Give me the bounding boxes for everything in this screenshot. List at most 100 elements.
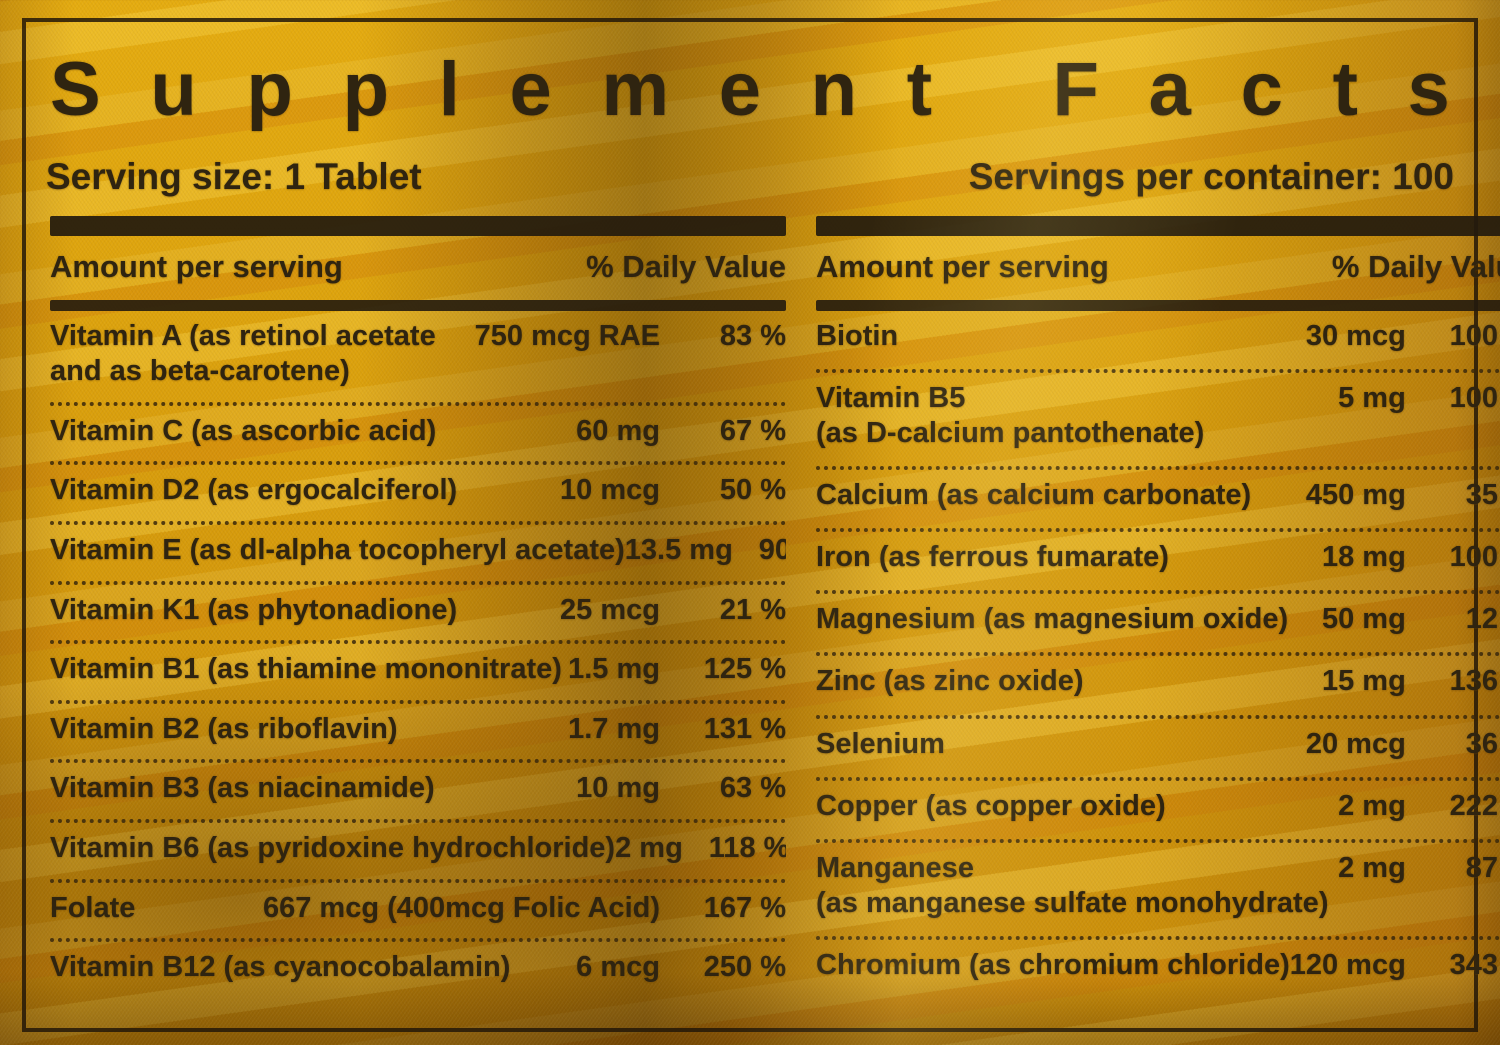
table-row: Magnesium (as magnesium oxide) 50 mg 12 … bbox=[816, 594, 1500, 657]
nutrient-amount: 2 mg bbox=[1338, 851, 1406, 884]
facts-column-right: Amount per serving % Daily Value Biotin … bbox=[800, 216, 1500, 998]
nutrient-daily-value: 35 % bbox=[1465, 479, 1500, 512]
nutrient-rows-left: Vitamin A (as retinol acetate and as bet… bbox=[50, 311, 786, 998]
nutrient-name: Vitamin B5 (as D-calcium pantothenate) bbox=[816, 382, 1205, 450]
nutrient-name: Vitamin B1 (as thiamine mononitrate) bbox=[50, 653, 562, 686]
table-row: Vitamin A (as retinol acetate and as bet… bbox=[50, 311, 786, 406]
nutrient-daily-value: 131 % bbox=[703, 712, 786, 745]
nutrient-daily-value: 136 % bbox=[1449, 665, 1500, 698]
nutrient-amount: 60 mg bbox=[576, 414, 660, 447]
nutrient-name: Selenium bbox=[816, 727, 945, 760]
table-row: Vitamin B3 (as niacinamide) 10 mg 63 % bbox=[50, 763, 786, 824]
nutrient-daily-value: 63 % bbox=[719, 772, 786, 805]
table-row: Biotin 30 mcg 100 % bbox=[816, 311, 1500, 374]
nutrient-daily-value: 67 % bbox=[719, 414, 786, 447]
table-row: Zinc (as zinc oxide) 15 mg 136 % bbox=[816, 656, 1500, 719]
nutrient-daily-value: 118 % bbox=[708, 832, 786, 865]
nutrient-daily-value: 90 % bbox=[758, 533, 786, 566]
serving-info-row: Serving size: 1 Tablet Servings per cont… bbox=[46, 156, 1454, 198]
column-header-right: Amount per serving % Daily Value bbox=[816, 236, 1500, 300]
nutrient-amount: 120 mcg bbox=[1289, 948, 1406, 981]
nutrient-daily-value: 167 % bbox=[703, 891, 786, 924]
nutrient-amount: 2 mg bbox=[615, 832, 683, 865]
nutrient-amount: 1.7 mg bbox=[568, 712, 660, 745]
nutrient-daily-value: 100 % bbox=[1449, 320, 1500, 352]
nutrient-amount: 5 mg bbox=[1338, 382, 1406, 415]
nutrient-name: Magnesium (as magnesium oxide) bbox=[816, 603, 1289, 636]
nutrient-amount: 2 mg bbox=[1338, 789, 1406, 822]
top-bar-right bbox=[816, 216, 1500, 236]
nutrient-daily-value: 343 % bbox=[1449, 948, 1500, 981]
nutrient-amount: 1.5 mg bbox=[568, 653, 660, 686]
nutrient-name: Folate bbox=[50, 891, 136, 924]
nutrient-daily-value: 250 % bbox=[703, 951, 786, 984]
nutrient-name: Biotin bbox=[816, 320, 899, 352]
nutrient-amount: 50 mg bbox=[1321, 603, 1406, 636]
table-row: Vitamin B12 (as cyanocobalamin) 6 mcg 25… bbox=[50, 942, 786, 998]
mid-bar-left bbox=[50, 300, 786, 311]
nutrient-daily-value: 83 % bbox=[719, 320, 786, 352]
top-bar-left bbox=[50, 216, 786, 236]
nutrient-amount: 10 mcg bbox=[560, 474, 660, 507]
daily-value-header: % Daily Value bbox=[586, 249, 786, 284]
nutrient-daily-value: 12 % bbox=[1465, 603, 1500, 636]
nutrient-name: Iron (as ferrous fumarate) bbox=[816, 541, 1169, 574]
nutrient-rows-right: Biotin 30 mcg 100 % Vitamin B5 (as D-cal… bbox=[816, 311, 1500, 998]
nutrient-daily-value: 21 % bbox=[719, 593, 786, 626]
table-row: Vitamin E (as dl-alpha tocopheryl acetat… bbox=[50, 525, 786, 585]
nutrient-daily-value: 36 % bbox=[1465, 727, 1500, 760]
table-row: Vitamin B1 (as thiamine mononitrate) 1.5… bbox=[50, 644, 786, 704]
nutrient-name: Vitamin E (as dl-alpha tocopheryl acetat… bbox=[50, 533, 625, 566]
servings-per-container: Servings per container: 100 bbox=[968, 156, 1454, 197]
table-row: Selenium 20 mcg 36 % bbox=[816, 719, 1500, 781]
nutrient-name: Zinc (as zinc oxide) bbox=[816, 665, 1084, 698]
nutrient-name: Copper (as copper oxide) bbox=[816, 789, 1166, 822]
nutrient-amount: 15 mg bbox=[1321, 665, 1406, 698]
nutrient-amount: 6 mcg bbox=[576, 951, 660, 984]
table-row: Calcium (as calcium carbonate) 450 mg 35… bbox=[816, 470, 1500, 533]
nutrient-name: Vitamin B2 (as riboflavin) bbox=[50, 712, 398, 745]
nutrient-daily-value: 87 % bbox=[1465, 851, 1500, 884]
nutrient-amount: 10 mg bbox=[576, 772, 660, 805]
nutrient-amount: 667 mcg (400mcg Folic Acid) bbox=[262, 891, 660, 924]
nutrient-name: Manganese (as manganese sulfate monohydr… bbox=[816, 851, 1329, 919]
nutrient-name: Vitamin B3 (as niacinamide) bbox=[50, 772, 435, 805]
nutrient-daily-value: 100 % bbox=[1449, 382, 1500, 415]
nutrient-name: Calcium (as calcium carbonate) bbox=[816, 479, 1252, 512]
nutrient-name: Vitamin B12 (as cyanocobalamin) bbox=[50, 951, 511, 984]
table-row: Folate 667 mcg (400mcg Folic Acid) 167 % bbox=[50, 883, 786, 943]
nutrient-amount: 25 mcg bbox=[560, 593, 660, 626]
nutrient-name: Chromium (as chromium chloride) bbox=[816, 948, 1290, 981]
supplement-facts-table: Amount per serving % Daily Value Vitamin… bbox=[44, 216, 1500, 998]
nutrient-daily-value: 222 % bbox=[1449, 789, 1500, 822]
nutrient-amount: 13.5 mg bbox=[624, 533, 733, 566]
table-row: Vitamin B6 (as pyridoxine hydrochloride)… bbox=[50, 823, 786, 883]
nutrient-daily-value: 50 % bbox=[719, 474, 786, 507]
table-row: Copper (as copper oxide) 2 mg 222 % bbox=[816, 781, 1500, 843]
mid-bar-right bbox=[816, 300, 1500, 311]
nutrient-amount: 750 mcg RAE bbox=[474, 320, 660, 352]
table-row: Iron (as ferrous fumarate) 18 mg 100 % bbox=[816, 532, 1500, 595]
nutrient-amount: 450 mg bbox=[1305, 479, 1406, 512]
nutrient-name: Vitamin C (as ascorbic acid) bbox=[50, 414, 437, 447]
table-row: Vitamin C (as ascorbic acid) 60 mg 67 % bbox=[50, 406, 786, 466]
facts-column-left: Amount per serving % Daily Value Vitamin… bbox=[44, 216, 800, 998]
amount-per-serving-header: Amount per serving bbox=[50, 249, 343, 284]
table-row: Vitamin K1 (as phytonadione) 25 mcg 21 % bbox=[50, 585, 786, 645]
nutrient-daily-value: 100 % bbox=[1449, 541, 1500, 574]
nutrient-amount: 20 mcg bbox=[1305, 727, 1406, 760]
column-header-left: Amount per serving % Daily Value bbox=[50, 236, 786, 300]
table-row: Chromium (as chromium chloride) 120 mcg … bbox=[816, 940, 1500, 998]
amount-per-serving-header: Amount per serving bbox=[816, 249, 1109, 284]
nutrient-name: Vitamin A (as retinol acetate and as bet… bbox=[50, 320, 436, 387]
nutrient-daily-value: 125 % bbox=[703, 653, 786, 686]
daily-value-header: % Daily Value bbox=[1331, 249, 1500, 284]
serving-size: Serving size: 1 Tablet bbox=[46, 156, 422, 197]
nutrient-name: Vitamin D2 (as ergocalciferol) bbox=[50, 474, 458, 507]
nutrient-amount: 30 mcg bbox=[1305, 320, 1406, 352]
nutrient-name: Vitamin K1 (as phytonadione) bbox=[50, 593, 458, 626]
table-row: Vitamin B5 (as D-calcium pantothenate) 5… bbox=[816, 373, 1500, 471]
nutrient-amount: 18 mg bbox=[1321, 541, 1406, 574]
